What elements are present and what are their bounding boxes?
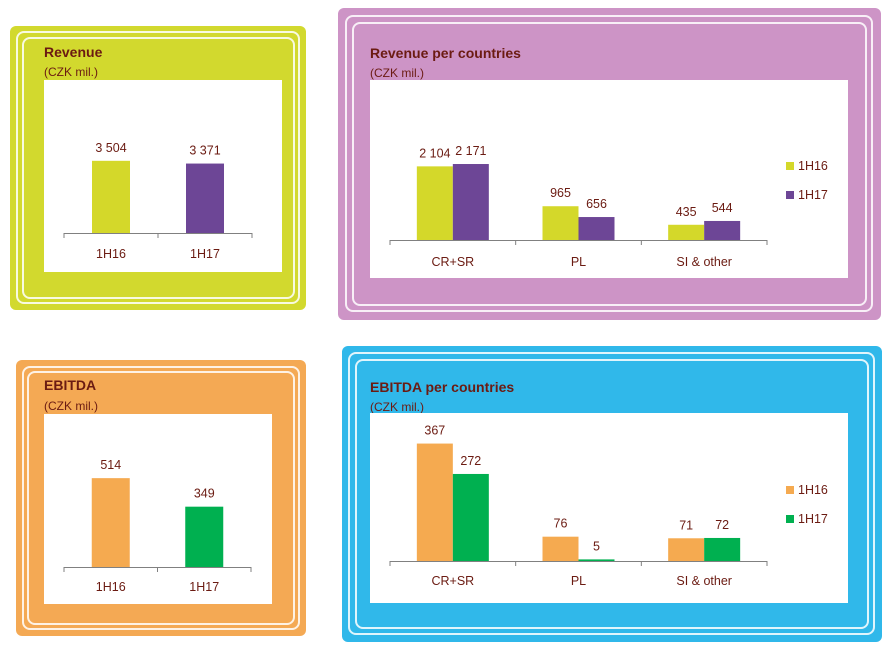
revenue-countries-title: Revenue per countries [370, 45, 521, 61]
ebitda-1-value-label: 349 [194, 487, 215, 501]
ebitda_countries-1H17-1-bar [578, 559, 615, 561]
ebitda-category-label-0: 1H16 [96, 580, 126, 594]
revenue_countries-1H16-2-bar [668, 224, 705, 240]
ebitda_countries-1H17-1-value-label: 5 [593, 539, 600, 553]
revenue_countries-1H17-0-value-label: 2 171 [455, 144, 486, 158]
ebitda-frame-line [22, 366, 300, 630]
revenue-chart: 3 504 3 371 1H16 1H17 [63, 141, 253, 261]
ebitda-plot-area: 514 349 1H16 1H17 [44, 414, 272, 604]
revenue_countries-legend-swatch-1 [786, 191, 794, 199]
revenue-countries-frame-line [345, 15, 873, 312]
revenue_countries-1H16-2-value-label: 435 [676, 205, 697, 219]
revenue_countries-category-label-2: SI & other [676, 255, 732, 269]
revenue-category-label-0: 1H16 [96, 247, 126, 261]
ebitda-countries-plot-area: 367 272 76 5 71 72 1H16 1H17 CR+SR PL SI & other [370, 413, 848, 603]
revenue-0-bar [92, 160, 130, 233]
revenue-0-value-label: 3 504 [95, 141, 126, 155]
revenue-category-label-1: 1H17 [190, 247, 220, 261]
ebitda_countries-1H16-0-value-label: 367 [424, 424, 445, 438]
revenue_countries-1H16-0-bar [416, 166, 453, 240]
revenue-panel: Revenue (CZK mil.) 3 504 3 371 1H16 1H17 [10, 26, 306, 310]
revenue_countries-category-label-0: CR+SR [431, 255, 474, 269]
ebitda-frame-line-inner [27, 371, 295, 625]
ebitda_countries-legend-swatch-0 [786, 486, 794, 494]
ebitda-chart: 514 349 1H16 1H17 [63, 458, 252, 594]
ebitda_countries-legend-swatch-1 [786, 515, 794, 523]
ebitda-countries-chart: 367 272 76 5 71 72 1H16 1H17 CR+SR PL SI & other [389, 424, 828, 588]
ebitda-countries-title: EBITDA per countries [370, 379, 515, 395]
revenue-frame-line-inner [22, 37, 295, 299]
revenue-countries-frame-line-inner [352, 22, 867, 306]
revenue_countries-legend-label-0: 1H16 [798, 159, 828, 173]
revenue_countries-category-label-1: PL [571, 255, 586, 269]
revenue_countries-1H17-0-bar [452, 164, 489, 240]
ebitda_countries-1H16-1-bar [542, 536, 579, 561]
revenue-countries-panel: Revenue per countries (CZK mil.) 2 104 2 … [338, 8, 881, 320]
ebitda-countries-frame-line [348, 352, 875, 635]
revenue_countries-1H17-2-bar [704, 220, 741, 240]
revenue-unit: (CZK mil.) [44, 65, 98, 79]
ebitda_countries-1H17-2-value-label: 72 [715, 518, 729, 532]
revenue-countries-chart: 2 104 2 171 965 656 435 544 1H16 1H17 CR+SR PL SI … [389, 144, 828, 269]
ebitda-countries-panel: EBITDA per countries (CZK mil.) 367 272 76… [342, 346, 882, 642]
revenue-1-bar [186, 163, 224, 233]
revenue-countries-unit: (CZK mil.) [370, 66, 424, 80]
revenue_countries-1H17-1-value-label: 656 [586, 197, 607, 211]
ebitda_countries-category-label-0: CR+SR [431, 574, 474, 588]
ebitda_countries-category-label-2: SI & other [676, 574, 732, 588]
revenue-title: Revenue [44, 44, 103, 60]
revenue_countries-1H16-1-value-label: 965 [550, 186, 571, 200]
revenue_countries-1H17-2-value-label: 544 [712, 201, 733, 215]
ebitda_countries-1H16-0-bar [416, 443, 453, 561]
ebitda_countries-1H16-1-value-label: 76 [554, 517, 568, 531]
ebitda_countries-1H17-0-value-label: 272 [460, 454, 481, 468]
revenue-1-value-label: 3 371 [189, 144, 220, 158]
ebitda_countries-1H16-2-value-label: 71 [679, 518, 693, 532]
ebitda_countries-1H16-2-bar [668, 538, 705, 561]
ebitda-0-bar [91, 478, 130, 567]
revenue-frame-line [16, 31, 300, 304]
revenue_countries-legend-swatch-0 [786, 162, 794, 170]
ebitda-countries-frame-line-inner [355, 359, 869, 629]
ebitda_countries-legend-label-0: 1H16 [798, 483, 828, 497]
revenue_countries-1H16-0-value-label: 2 104 [419, 146, 450, 160]
revenue-plot-area: 3 504 3 371 1H16 1H17 [44, 80, 282, 272]
ebitda-unit: (CZK mil.) [44, 399, 98, 413]
ebitda_countries-1H17-0-bar [452, 473, 489, 561]
revenue_countries-legend-label-1: 1H17 [798, 188, 828, 202]
ebitda-1-bar [185, 506, 224, 567]
ebitda-panel: EBITDA (CZK mil.) 514 349 1H16 1H17 [16, 360, 306, 636]
ebitda_countries-legend-label-1: 1H17 [798, 512, 828, 526]
ebitda-countries-unit: (CZK mil.) [370, 400, 424, 414]
ebitda_countries-category-label-1: PL [571, 574, 586, 588]
ebitda-0-value-label: 514 [100, 458, 121, 472]
revenue_countries-1H16-1-bar [542, 206, 579, 240]
ebitda-title: EBITDA [44, 377, 97, 393]
ebitda-category-label-1: 1H17 [189, 580, 219, 594]
ebitda_countries-1H17-2-bar [704, 537, 741, 561]
revenue_countries-1H17-1-bar [578, 217, 615, 240]
revenue-countries-plot-area: 2 104 2 171 965 656 435 544 1H16 1H17 CR+SR PL SI … [370, 80, 848, 278]
